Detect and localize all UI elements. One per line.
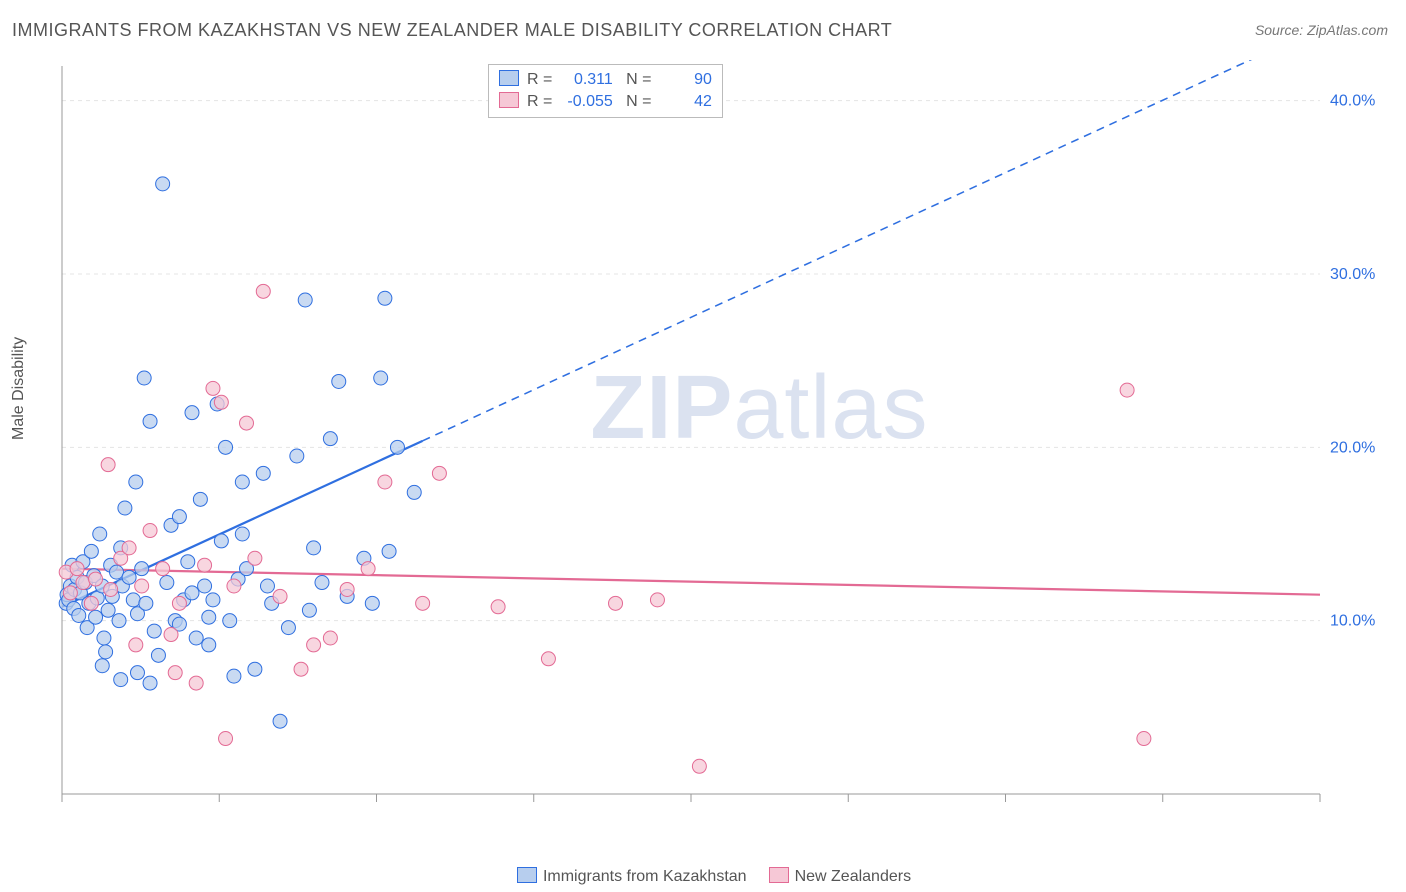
scatter-svg: 10.0% 20.0% 30.0% 40.0% — [48, 60, 1378, 830]
y-axis-label: Male Disability — [10, 337, 28, 440]
series-legend: Immigrants from KazakhstanNew Zealanders — [0, 867, 1406, 886]
plot-area: 10.0%20.0%30.0%40.0% ZIPatlas R = 0.311 … — [48, 60, 1378, 830]
chart-root: IMMIGRANTS FROM KAZAKHSTAN VS NEW ZEALAN… — [0, 0, 1406, 892]
svg-text:30.0%: 30.0% — [1330, 266, 1375, 283]
svg-text:20.0%: 20.0% — [1330, 439, 1375, 456]
source-label: Source: ZipAtlas.com — [1255, 22, 1388, 38]
svg-text:10.0%: 10.0% — [1330, 613, 1375, 630]
chart-title: IMMIGRANTS FROM KAZAKHSTAN VS NEW ZEALAN… — [12, 20, 892, 41]
svg-text:40.0%: 40.0% — [1330, 93, 1375, 110]
correlation-legend: R = 0.311 N = 90R = -0.055 N = 42 — [488, 64, 723, 118]
